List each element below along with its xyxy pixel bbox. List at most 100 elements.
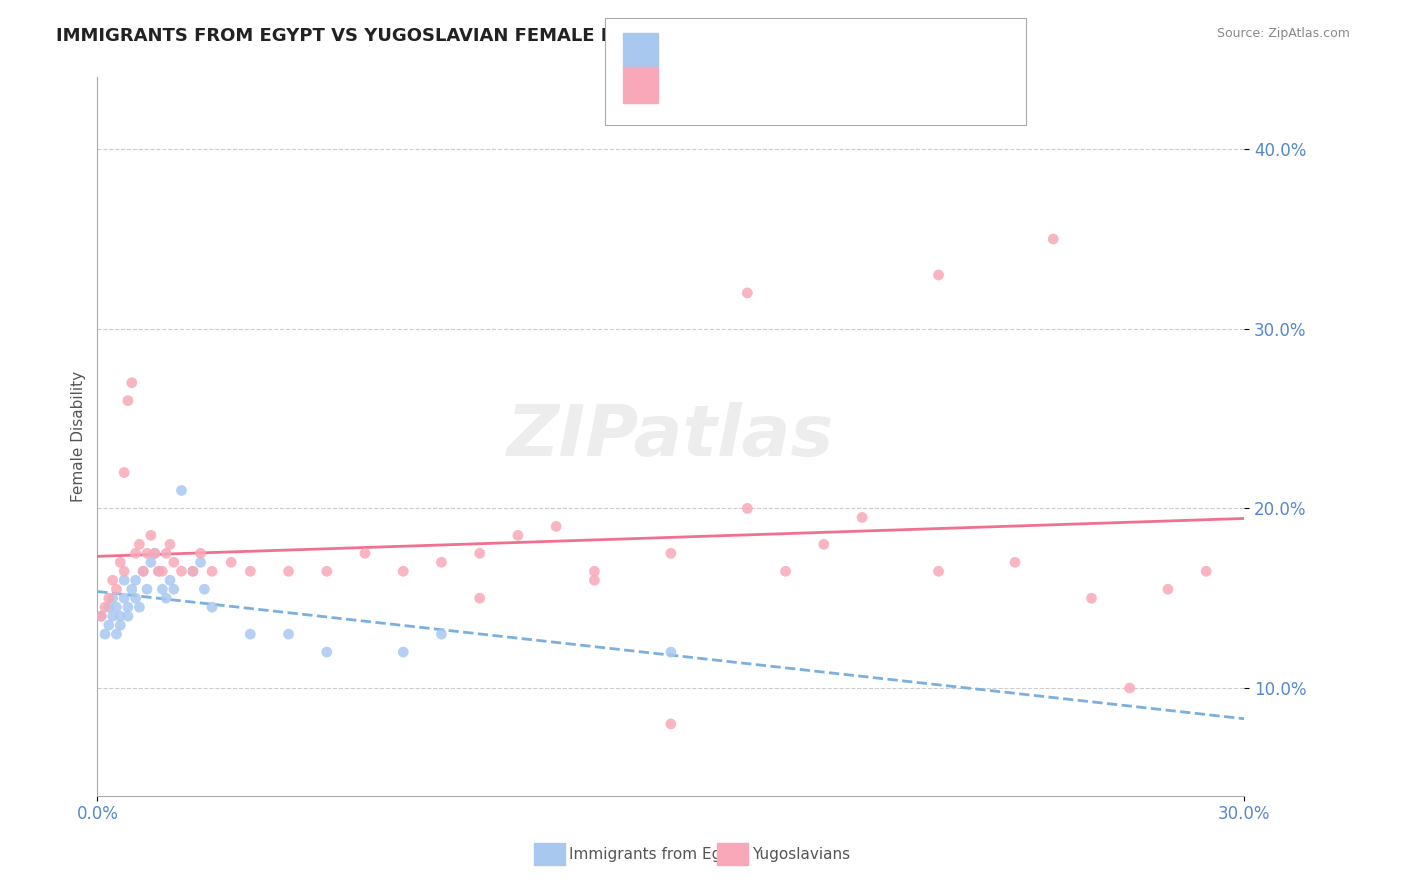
Point — [315, 564, 337, 578]
Point — [354, 546, 377, 560]
Point — [190, 546, 212, 560]
Point — [124, 546, 146, 560]
Point — [143, 546, 166, 560]
Point — [392, 564, 415, 578]
Point — [737, 285, 759, 300]
Text: ZIPatlas: ZIPatlas — [508, 402, 835, 471]
Point — [105, 600, 128, 615]
Point — [124, 591, 146, 606]
Point — [193, 582, 215, 597]
Point — [97, 591, 120, 606]
Point — [737, 501, 759, 516]
Point — [101, 609, 124, 624]
Point — [546, 519, 568, 533]
Point — [148, 564, 170, 578]
Point — [124, 574, 146, 588]
Point — [155, 546, 177, 560]
Point — [315, 645, 337, 659]
Point — [170, 564, 193, 578]
Point — [813, 537, 835, 551]
Point — [105, 627, 128, 641]
Point — [181, 564, 204, 578]
Point — [132, 564, 155, 578]
Point — [132, 564, 155, 578]
Point — [659, 546, 682, 560]
Text: R =: R = — [644, 76, 675, 94]
Text: N =: N = — [766, 76, 797, 94]
Point — [112, 574, 135, 588]
Point — [1157, 582, 1180, 597]
Point — [583, 564, 606, 578]
Point — [1118, 681, 1140, 695]
Point — [94, 627, 117, 641]
Point — [1195, 564, 1218, 578]
Text: 53: 53 — [813, 76, 835, 94]
Point — [181, 564, 204, 578]
Text: 38: 38 — [813, 42, 835, 60]
Point — [136, 546, 159, 560]
Text: Yugoslavians: Yugoslavians — [752, 847, 851, 862]
Point — [468, 546, 491, 560]
Point — [94, 600, 117, 615]
Point — [148, 564, 170, 578]
Point — [468, 591, 491, 606]
Text: IMMIGRANTS FROM EGYPT VS YUGOSLAVIAN FEMALE DISABILITY CORRELATION CHART: IMMIGRANTS FROM EGYPT VS YUGOSLAVIAN FEM… — [56, 27, 935, 45]
Point — [201, 564, 224, 578]
Text: 0.186: 0.186 — [696, 76, 748, 94]
Point — [110, 609, 132, 624]
Point — [190, 555, 212, 569]
Point — [170, 483, 193, 498]
Text: Source: ZipAtlas.com: Source: ZipAtlas.com — [1216, 27, 1350, 40]
Point — [110, 555, 132, 569]
Point — [150, 564, 173, 578]
Point — [97, 618, 120, 632]
Text: N =: N = — [766, 42, 797, 60]
Point — [163, 582, 186, 597]
Point — [239, 564, 262, 578]
Point — [110, 618, 132, 632]
Point — [128, 600, 150, 615]
Text: Immigrants from Egypt: Immigrants from Egypt — [569, 847, 747, 862]
Point — [139, 528, 162, 542]
Point — [128, 537, 150, 551]
Text: -0.092: -0.092 — [696, 42, 755, 60]
Point — [112, 466, 135, 480]
Point — [139, 555, 162, 569]
Point — [1004, 555, 1026, 569]
Point — [136, 582, 159, 597]
Point — [430, 555, 453, 569]
Point — [121, 376, 143, 390]
Point — [163, 555, 186, 569]
Point — [101, 574, 124, 588]
Point — [155, 591, 177, 606]
Point — [239, 627, 262, 641]
Point — [1080, 591, 1102, 606]
Point — [851, 510, 873, 524]
Point — [159, 574, 181, 588]
Point — [928, 564, 950, 578]
Point — [277, 564, 299, 578]
Point — [219, 555, 242, 569]
Point — [201, 600, 224, 615]
Point — [143, 546, 166, 560]
Text: R =: R = — [644, 42, 675, 60]
Point — [90, 609, 112, 624]
Point — [506, 528, 529, 542]
Point — [1042, 232, 1064, 246]
Point — [659, 645, 682, 659]
Point — [117, 600, 139, 615]
Point — [928, 268, 950, 282]
Point — [90, 609, 112, 624]
Point — [112, 564, 135, 578]
Point — [101, 591, 124, 606]
Point — [583, 574, 606, 588]
Point — [775, 564, 797, 578]
Point — [105, 582, 128, 597]
Y-axis label: Female Disability: Female Disability — [72, 371, 86, 502]
Point — [659, 717, 682, 731]
Point — [159, 537, 181, 551]
Point — [97, 600, 120, 615]
Point — [117, 393, 139, 408]
Point — [117, 609, 139, 624]
Point — [121, 582, 143, 597]
